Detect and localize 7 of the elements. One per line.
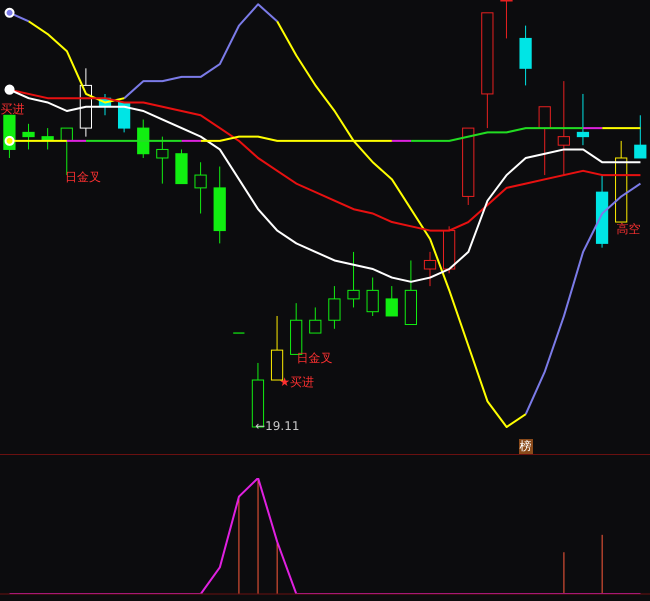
annotation: 买进 (0, 102, 25, 117)
text: 榜 (518, 439, 533, 454)
annotation: ←19.11 (255, 419, 300, 434)
annotation: ★买进 (279, 375, 314, 390)
annotation: 日金叉 (296, 351, 332, 366)
annotation: 高空 (616, 222, 640, 237)
annotation: 日金叉 (64, 170, 101, 185)
